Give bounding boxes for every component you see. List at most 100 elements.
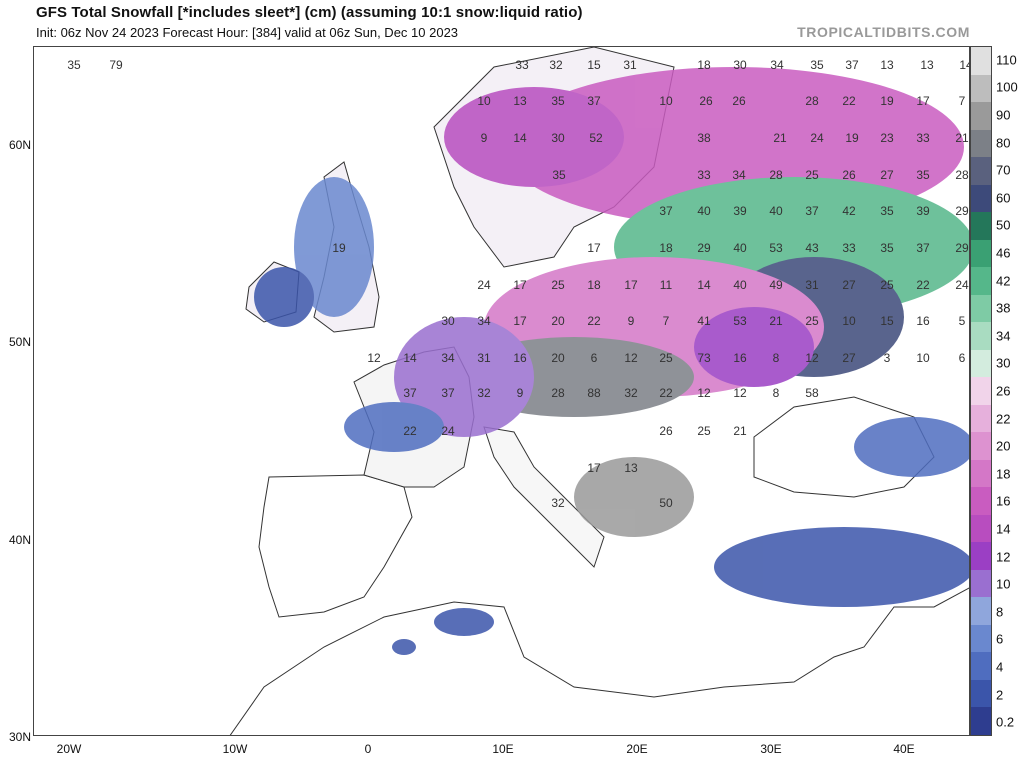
snowfall-value: 26 xyxy=(659,424,673,438)
snowfall-value: 15 xyxy=(587,58,601,72)
snowfall-value: 34 xyxy=(477,314,491,328)
colorbar xyxy=(970,46,992,736)
snowfall-value: 22 xyxy=(587,314,601,328)
colorbar-segment xyxy=(971,322,991,350)
map-canvas: 3579333215311830343537131314101335371026… xyxy=(67,47,970,735)
header: GFS Total Snowfall [*includes sleet*] (c… xyxy=(0,0,1024,46)
snowfall-value: 31 xyxy=(477,351,491,365)
snowfall-value: 25 xyxy=(805,314,819,328)
snowfall-value: 17 xyxy=(587,461,601,475)
colorbar-segment xyxy=(971,74,991,103)
snowfall-value: 40 xyxy=(769,204,783,218)
colorbar-label: 38 xyxy=(996,300,1011,316)
snowfall-value: 26 xyxy=(732,94,746,108)
snowfall-value: 13 xyxy=(513,94,527,108)
snowfall-value: 30 xyxy=(441,314,455,328)
snowfall-value: 16 xyxy=(733,351,747,365)
snowfall-value: 42 xyxy=(842,204,856,218)
lon-label-10e: 10E xyxy=(492,742,514,756)
snowfall-value: 9 xyxy=(628,314,635,328)
snowfall-value: 39 xyxy=(916,204,930,218)
lon-label-20e: 20E xyxy=(626,742,648,756)
colorbar-label: 16 xyxy=(996,493,1011,509)
snowfall-value: 35 xyxy=(880,241,894,255)
snowfall-value: 35 xyxy=(880,204,894,218)
snowfall-value: 32 xyxy=(624,386,638,400)
colorbar-labels: 0.2 2 4 6 8 10 12 14 16 18 20 22 26 30 34 38 42 46 50 60 70 8… xyxy=(996,46,1024,736)
snowfall-value: 14 xyxy=(959,58,970,72)
snowfall-value: 32 xyxy=(551,496,565,510)
snowfall-value: 14 xyxy=(697,278,711,292)
snowfall-value: 37 xyxy=(441,386,455,400)
colorbar-label: 10 xyxy=(996,576,1011,592)
snowfall-value: 21 xyxy=(955,131,969,145)
colorbar-segment xyxy=(971,349,991,378)
snowfall-value: 14 xyxy=(403,351,417,365)
snowfall-value: 35 xyxy=(552,168,566,182)
snowfall-value: 50 xyxy=(659,496,673,510)
snowfall-value: 43 xyxy=(805,241,819,255)
colorbar-label: 30 xyxy=(996,355,1011,371)
lon-label-0: 0 xyxy=(364,742,372,756)
colorbar-label: 14 xyxy=(996,521,1011,537)
snowfall-value: 40 xyxy=(733,278,747,292)
snowfall-value: 33 xyxy=(916,131,930,145)
snowfall-value: 37 xyxy=(845,58,859,72)
colorbar-segment xyxy=(971,239,991,268)
snowfall-value: 12 xyxy=(733,386,747,400)
lat-label-40n: 40N xyxy=(8,533,31,547)
colorbar-label: 90 xyxy=(996,107,1011,123)
snowfall-value: 38 xyxy=(697,131,711,145)
snowfall-value: 20 xyxy=(551,314,565,328)
snowfall-value: 17 xyxy=(624,278,638,292)
snowfall-value: 35 xyxy=(551,94,565,108)
snowfall-value: 18 xyxy=(659,241,673,255)
snowfall-value: 26 xyxy=(699,94,713,108)
snowfall-value: 12 xyxy=(805,351,819,365)
snowfall-value: 28 xyxy=(769,168,783,182)
snowfall-value: 31 xyxy=(805,278,819,292)
snowfall-value: 19 xyxy=(845,131,859,145)
colorbar-label: 46 xyxy=(996,245,1011,261)
lon-label-10w: 10W xyxy=(222,742,248,756)
colorbar-segment xyxy=(971,542,991,570)
snowfall-value: 5 xyxy=(959,314,966,328)
lat-label-60n: 60N xyxy=(8,138,31,152)
snowfall-shading xyxy=(254,67,969,655)
snowfall-value: 17 xyxy=(513,314,527,328)
snowfall-value: 11 xyxy=(660,278,673,292)
snowfall-value: 10 xyxy=(916,351,930,365)
snowfall-value: 37 xyxy=(403,386,417,400)
snowfall-value: 35 xyxy=(810,58,824,72)
colorbar-segment xyxy=(971,267,991,295)
snowfall-value: 6 xyxy=(959,351,966,365)
snowfall-value: 30 xyxy=(551,131,565,145)
snowfall-value: 41 xyxy=(697,314,711,328)
snowfall-value: 52 xyxy=(589,131,603,145)
snowfall-value: 53 xyxy=(733,314,747,328)
snowfall-value: 18 xyxy=(587,278,601,292)
snowfall-value: 24 xyxy=(477,278,491,292)
colorbar-label: 34 xyxy=(996,328,1011,344)
snowfall-value: 24 xyxy=(810,131,824,145)
snowfall-value: 32 xyxy=(549,58,563,72)
snowfall-value: 35 xyxy=(916,168,930,182)
colorbar-label: 70 xyxy=(996,162,1011,178)
snowfall-value: 49 xyxy=(769,278,783,292)
colorbar-label: 22 xyxy=(996,411,1011,427)
snowfall-value: 22 xyxy=(842,94,856,108)
colorbar-segment xyxy=(971,129,991,158)
snowfall-value: 24 xyxy=(955,278,969,292)
snowfall-value: 34 xyxy=(441,351,455,365)
colorbar-segment xyxy=(971,459,991,488)
snowfall-value: 13 xyxy=(920,58,934,72)
snowfall-value: 24 xyxy=(441,424,455,438)
colorbar-label: 18 xyxy=(996,466,1011,482)
colorbar-segment xyxy=(971,102,991,130)
colorbar-segment xyxy=(971,569,991,598)
snowfall-value: 33 xyxy=(842,241,856,255)
colorbar-label: 60 xyxy=(996,190,1011,206)
colorbar-label: 6 xyxy=(996,631,1004,647)
snowfall-map[interactable]: 3579333215311830343537131314101335371026… xyxy=(33,46,970,736)
snowfall-value: 34 xyxy=(770,58,784,72)
